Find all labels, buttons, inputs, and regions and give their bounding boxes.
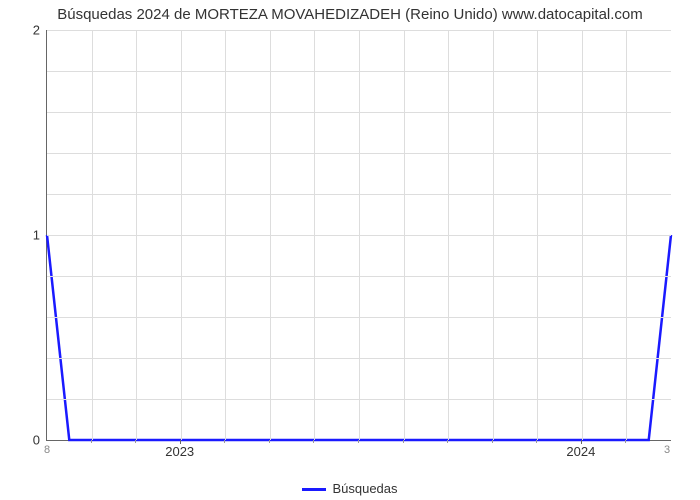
grid-line-horizontal-minor <box>47 194 671 195</box>
grid-line-horizontal-minor <box>47 399 671 400</box>
legend: Búsquedas <box>0 481 700 496</box>
grid-line-horizontal-minor <box>47 153 671 154</box>
x-axis-minor-tick <box>447 440 448 443</box>
legend-label: Búsquedas <box>332 481 397 496</box>
x-axis-minor-tick <box>224 440 225 443</box>
y-axis-tick-label: 1 <box>10 228 40 243</box>
grid-line-horizontal-minor <box>47 71 671 72</box>
x-axis-minor-tick <box>536 440 537 443</box>
grid-line-horizontal <box>47 30 671 31</box>
grid-line-horizontal-minor <box>47 358 671 359</box>
grid-line-horizontal-minor <box>47 112 671 113</box>
x-axis-minor-tick <box>135 440 136 443</box>
corner-label-right: 3 <box>664 444 670 456</box>
x-axis-minor-tick <box>91 440 92 443</box>
x-axis-tick-label: 2024 <box>566 444 595 459</box>
x-axis-tick-label: 2023 <box>165 444 194 459</box>
plot-area <box>46 30 671 441</box>
x-axis-minor-tick <box>625 440 626 443</box>
grid-line-horizontal-minor <box>47 276 671 277</box>
x-axis-minor-tick <box>358 440 359 443</box>
grid-line-horizontal-minor <box>47 317 671 318</box>
x-axis-minor-tick <box>403 440 404 443</box>
legend-swatch <box>302 488 326 491</box>
x-axis-minor-tick <box>313 440 314 443</box>
x-axis-minor-tick <box>492 440 493 443</box>
chart-title: Búsquedas 2024 de MORTEZA MOVAHEDIZADEH … <box>0 6 700 23</box>
grid-line-horizontal <box>47 235 671 236</box>
x-axis-minor-tick <box>269 440 270 443</box>
y-axis-tick-label: 0 <box>10 433 40 448</box>
y-axis-tick-label: 2 <box>10 23 40 38</box>
chart-container: Búsquedas 2024 de MORTEZA MOVAHEDIZADEH … <box>0 0 700 500</box>
corner-label-left: 8 <box>44 444 50 456</box>
